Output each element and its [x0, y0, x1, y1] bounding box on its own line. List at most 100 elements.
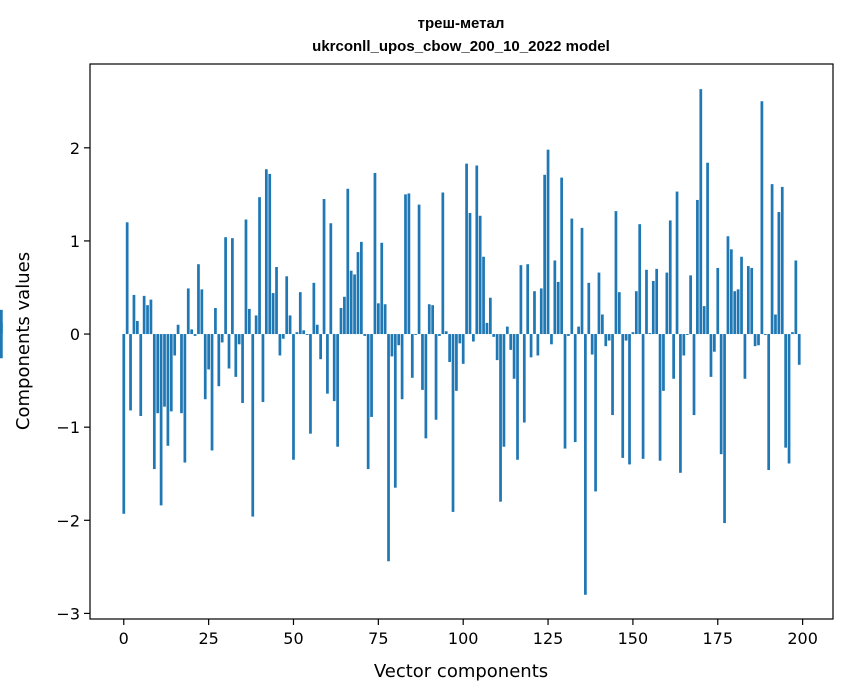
- bar-151: [634, 291, 638, 335]
- bar-111: [499, 334, 502, 502]
- bar-186: [753, 334, 757, 347]
- bar-58: [319, 334, 322, 360]
- bar-81: [397, 334, 401, 346]
- bar-156: [651, 280, 655, 335]
- bar-125: [546, 149, 550, 335]
- bar-139: [594, 334, 597, 492]
- bar-189: [763, 334, 767, 335]
- bar-5: [139, 334, 143, 416]
- bar-63: [336, 334, 339, 447]
- bar-64: [339, 307, 343, 335]
- bar-46: [278, 334, 282, 356]
- bar-16: [176, 324, 180, 335]
- bar-92: [434, 334, 438, 420]
- bar-178: [726, 236, 730, 335]
- bar-147: [621, 334, 625, 458]
- bar-17: [180, 334, 183, 414]
- bar-undefined: [0, 309, 3, 335]
- bar-62: [332, 334, 336, 402]
- bar-122: [536, 334, 540, 356]
- bar-159: [662, 334, 665, 391]
- bar-23: [200, 289, 204, 335]
- bar-2: [129, 334, 132, 411]
- bar-160: [665, 272, 669, 335]
- bar-105: [478, 215, 482, 335]
- bar-130: [563, 334, 567, 449]
- bar-161: [668, 220, 672, 335]
- bar-31: [227, 334, 231, 369]
- bar-6: [142, 295, 146, 335]
- bar-3: [132, 294, 136, 335]
- x-tick-label: 25: [198, 629, 218, 648]
- bar-158: [658, 334, 662, 461]
- bar-33: [234, 334, 238, 377]
- bar-26: [210, 334, 214, 451]
- bar-42: [264, 169, 268, 335]
- bar-126: [550, 334, 553, 345]
- y-tick-label: −2: [56, 511, 80, 530]
- x-tick-label: 50: [283, 629, 303, 648]
- bar-85: [410, 334, 414, 378]
- bar-73: [370, 334, 373, 417]
- bar-14: [169, 334, 173, 412]
- bar-146: [617, 292, 621, 335]
- chart-title: треш-метал: [418, 15, 505, 32]
- bar-37: [248, 308, 251, 335]
- bar-184: [746, 266, 750, 335]
- bar-192: [774, 314, 777, 335]
- bar-112: [502, 334, 506, 447]
- bar-107: [485, 322, 489, 335]
- bar-191: [770, 184, 774, 335]
- bar-163: [675, 191, 679, 335]
- bar-11: [159, 334, 163, 506]
- bar-143: [607, 334, 611, 341]
- bar-88: [421, 334, 424, 390]
- bar-165: [682, 334, 686, 356]
- bar-69: [356, 252, 360, 335]
- bar-114: [509, 334, 513, 350]
- bar-12: [163, 334, 166, 407]
- chart-subtitle: ukrconll_upos_cbow_200_10_2022 model: [312, 38, 610, 55]
- bar-19: [186, 288, 190, 335]
- bar-167: [689, 275, 692, 335]
- bar-149: [628, 334, 631, 465]
- bar-10: [156, 334, 160, 414]
- bar-30: [224, 237, 227, 335]
- bar-100: [461, 334, 465, 364]
- bar-93: [438, 334, 441, 336]
- bar-194: [780, 186, 784, 335]
- bar-48: [285, 276, 289, 335]
- bar-8: [149, 299, 153, 335]
- bar-52: [298, 292, 302, 335]
- x-axis-ticks: 0 25 50 75 100 125 150 175 200: [119, 619, 818, 648]
- bar-131: [567, 334, 570, 336]
- y-tick-label: 1: [70, 232, 80, 251]
- bar-94: [441, 192, 445, 335]
- bar-144: [611, 334, 614, 416]
- bar-89: [424, 334, 428, 439]
- bar-45: [275, 267, 278, 335]
- bar-110: [495, 334, 499, 361]
- x-tick-label: 200: [787, 629, 818, 648]
- bar-141: [601, 314, 604, 335]
- bar-21: [193, 334, 197, 336]
- bar-128: [556, 281, 560, 335]
- bar-104: [475, 165, 479, 335]
- bar-20: [190, 329, 194, 335]
- bar-undefined: [0, 322, 3, 335]
- bar-28: [217, 334, 221, 387]
- bar-148: [624, 334, 628, 341]
- bar-183: [743, 334, 747, 379]
- bar-25: [207, 334, 210, 370]
- bar-66: [346, 188, 350, 335]
- bar-72: [366, 334, 370, 470]
- bar-7: [146, 305, 149, 335]
- bar-164: [679, 334, 682, 473]
- bar-43: [268, 173, 272, 335]
- bar-96: [448, 334, 451, 362]
- bar-35: [241, 334, 244, 403]
- bar-29: [220, 334, 224, 343]
- bar-142: [604, 334, 608, 347]
- bar-117: [519, 265, 523, 335]
